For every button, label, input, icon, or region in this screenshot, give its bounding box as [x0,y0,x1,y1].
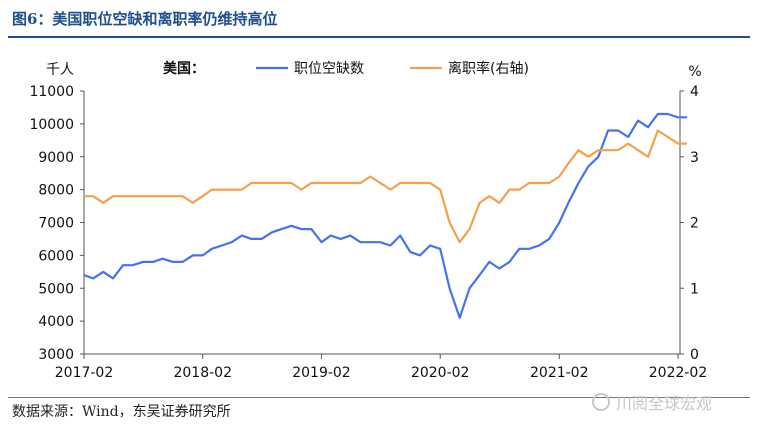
data-source: 数据来源：Wind，东吴证券研究所 [12,404,231,420]
x-tick-label: 2022-02 [649,365,708,381]
x-tick-label: 2018-02 [173,365,232,381]
chart-axes: 3000 4000 5000 6000 7000 8000 9000 10000 11000 0 1… [29,62,707,381]
y-tick-label-left: 9000 [38,150,74,166]
series-line-quit-rate [84,129,688,244]
legend-label: 离职率(右轴) [448,60,529,77]
watermark: 川阅全球宏观 [592,390,712,414]
y-tick-label-left: 7000 [38,216,74,232]
watermark-text: 川阅全球宏观 [616,394,713,413]
y-tick-label-left: 11000 [29,84,74,100]
y-tick-label-right: 4 [690,84,699,100]
wechat-icon [592,393,610,411]
y-tick-label-right: 0 [690,347,699,363]
y-tick-label-left: 5000 [38,281,74,297]
y-tick-label-right: 2 [690,216,699,232]
x-tick-label: 2019-02 [292,365,351,381]
y-tick-label-right: 1 [690,281,699,297]
chart-series [83,112,688,319]
y-tick-label-left: 10000 [29,117,74,133]
y-right-unit: % [688,64,701,80]
y-tick-label-left: 4000 [38,314,74,330]
legend-label: 职位空缺数 [294,61,364,77]
series-line-job-openings [83,112,688,319]
figure-title: 图6：美国职位空缺和离职率仍维持高位 [12,10,278,28]
y-tick-label-left: 3000 [38,347,74,363]
y-left-unit: 千人 [46,62,74,78]
chart-legend: 美国： 职位空缺数 离职率(右轴) [163,60,529,77]
x-tick-label: 2020-02 [411,365,470,381]
x-tick-label: 2021-02 [530,365,589,381]
legend-country-label: 美国： [163,60,205,77]
y-tick-label-left: 8000 [38,183,74,199]
y-tick-label-right: 3 [690,150,699,166]
title-divider [8,36,750,38]
source-divider [8,397,750,398]
x-tick-label: 2017-02 [55,365,114,381]
y-tick-label-left: 6000 [38,248,74,264]
